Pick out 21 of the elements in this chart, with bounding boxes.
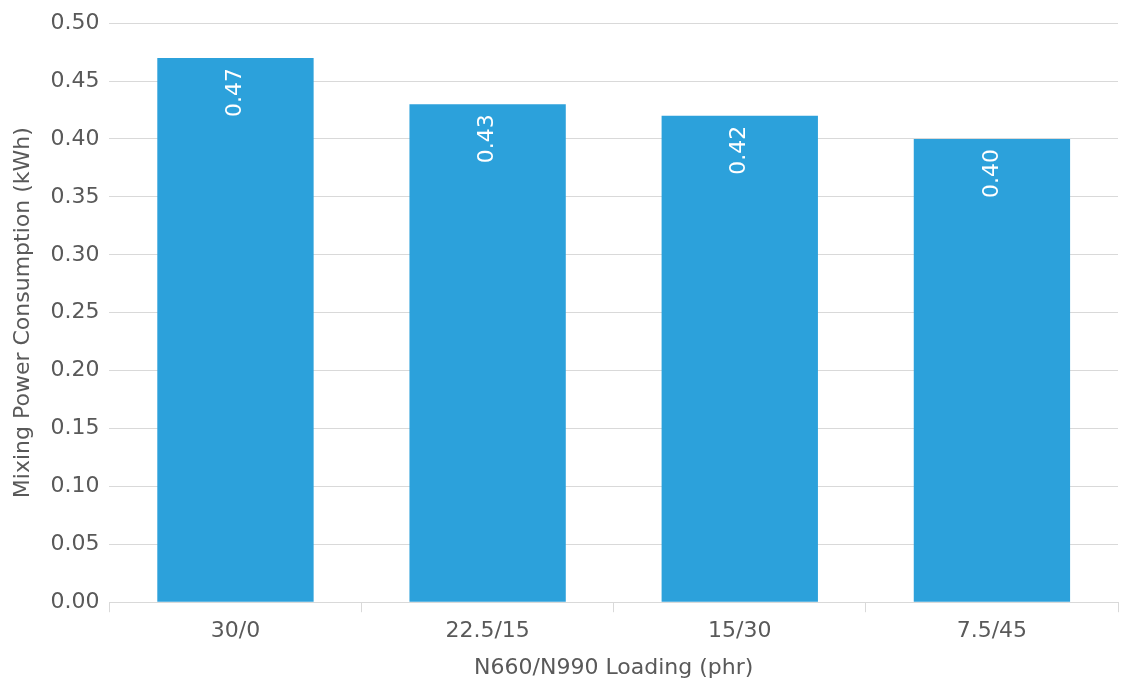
x-tick-label: 30/0 — [210, 617, 261, 643]
y-tick-label: 0.45 — [50, 66, 100, 92]
y-tick-label: 0.50 — [50, 8, 100, 34]
y-tick-label: 0.25 — [50, 298, 100, 324]
y-tick-label: 0.40 — [50, 124, 100, 150]
x-tick-label: 7.5/45 — [956, 617, 1028, 643]
x-axis-title: N660/N990 Loading (phr) — [474, 653, 754, 679]
y-tick-label: 0.00 — [50, 587, 100, 613]
y-tick-label: 0.10 — [50, 472, 100, 498]
data-label: 0.40 — [977, 149, 1003, 198]
y-axis-title: Mixing Power Consumption (kWh) — [8, 127, 34, 499]
x-tick-label: 22.5/15 — [445, 617, 530, 643]
data-label: 0.42 — [725, 125, 751, 175]
y-tick-label: 0.30 — [50, 240, 100, 266]
y-tick-label: 0.05 — [50, 530, 100, 556]
x-tick-label: 15/30 — [708, 617, 772, 643]
y-tick-label: 0.15 — [50, 414, 100, 440]
data-label: 0.43 — [473, 114, 499, 164]
y-tick-label: 0.20 — [50, 356, 100, 382]
y-tick-label: 0.35 — [50, 182, 100, 208]
data-label: 0.47 — [221, 67, 247, 117]
